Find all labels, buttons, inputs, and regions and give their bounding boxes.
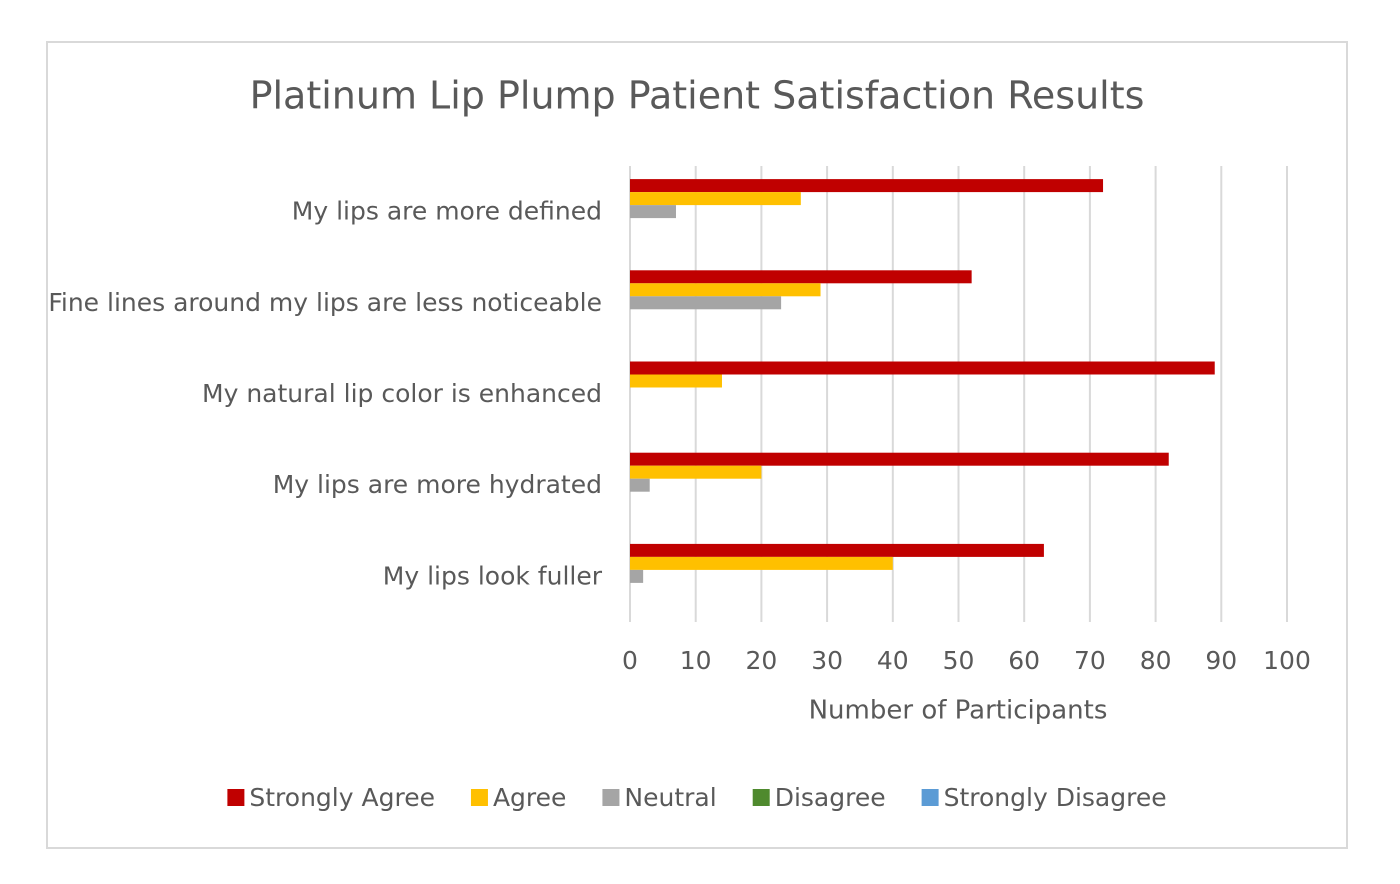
y-tick-label: Fine lines around my lips are less notic…: [48, 288, 602, 317]
x-tick-label: 30: [811, 646, 843, 675]
x-tick-label: 90: [1205, 646, 1237, 675]
y-tick-label: My lips are more defined: [292, 197, 602, 226]
bar: [630, 556, 893, 570]
x-tick-label: 40: [877, 646, 909, 675]
y-tick-label: My natural lip color is enhanced: [202, 379, 602, 408]
x-tick-label: 20: [745, 646, 777, 675]
legend-swatch: [752, 789, 770, 806]
legend-label: Disagree: [775, 783, 886, 812]
legend-swatch: [470, 789, 488, 806]
bar: [630, 179, 1104, 193]
bar: [630, 270, 972, 284]
chart-frame: [46, 41, 1348, 849]
x-tick-label: 70: [1074, 646, 1106, 675]
bar: [630, 192, 801, 206]
legend-label: Strongly Agree: [249, 783, 435, 812]
bar: [630, 478, 650, 492]
x-tick-label: 80: [1140, 646, 1172, 675]
y-tick-label: My lips are more hydrated: [273, 470, 602, 499]
bar: [630, 361, 1215, 375]
legend-swatch: [602, 789, 620, 806]
bar: [630, 543, 1044, 557]
bar: [630, 296, 782, 310]
legend-swatch: [921, 789, 939, 806]
x-tick-label: 0: [622, 646, 638, 675]
bar: [630, 205, 676, 219]
bar: [630, 283, 821, 297]
y-tick-label: My lips look fuller: [383, 561, 603, 590]
x-tick-label: 60: [1008, 646, 1040, 675]
x-tick-label: 10: [680, 646, 712, 675]
legend-label: Neutral: [624, 783, 716, 812]
legend-label: Strongly Disagree: [944, 783, 1167, 812]
bar: [630, 374, 722, 388]
legend-swatch: [227, 789, 245, 806]
x-axis-title: Number of Participants: [809, 696, 1108, 726]
x-tick-label: 50: [943, 646, 975, 675]
bar: [630, 465, 762, 479]
x-tick-label: 100: [1263, 646, 1311, 675]
bar: [630, 452, 1169, 466]
legend-label: Agree: [493, 783, 566, 812]
chart-title: Platinum Lip Plump Patient Satisfaction …: [250, 74, 1145, 118]
bar: [630, 569, 644, 583]
